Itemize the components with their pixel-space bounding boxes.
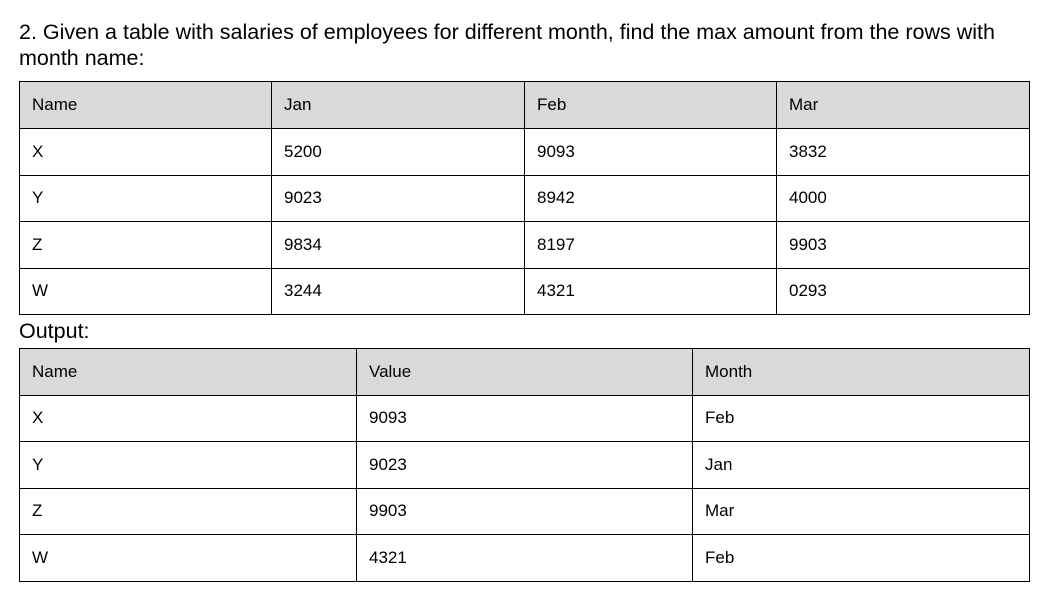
table-cell: 4000 [776,174,1030,222]
table-cell: Jan [692,441,1030,489]
table-cell: 9834 [271,221,525,269]
table-cell: 9023 [356,441,693,489]
table-row: Z 9834 8197 9903 [19,221,1030,269]
table-cell: Z [19,487,357,535]
column-header: Mar [776,81,1030,129]
table-header-row: Name Jan Feb Mar [19,81,1030,129]
table-cell: X [19,128,272,176]
table-cell: 3244 [271,267,525,315]
table-cell: 9023 [271,174,525,222]
table-cell: 8942 [524,174,777,222]
output-table: Name Value Month X 9093 Feb Y 9023 Jan Z… [19,348,1030,582]
column-header: Value [356,348,693,396]
table-cell: 9093 [524,128,777,176]
output-label: Output: [19,319,90,343]
table-cell: Feb [692,394,1030,442]
table-cell: Y [19,441,357,489]
table-cell: 3832 [776,128,1030,176]
column-header: Month [692,348,1030,396]
column-header: Feb [524,81,777,129]
table-cell: 5200 [271,128,525,176]
column-header: Name [19,81,272,129]
table-cell: Feb [692,534,1030,582]
question-text: 2. Given a table with salaries of employ… [19,20,995,70]
table-row: X 9093 Feb [19,394,1030,442]
table-cell: Z [19,221,272,269]
table-row: W 3244 4321 0293 [19,267,1030,315]
table-row: W 4321 Feb [19,534,1030,582]
column-header: Name [19,348,357,396]
table-cell: W [19,534,357,582]
table-cell: 8197 [524,221,777,269]
table-cell: 0293 [776,267,1030,315]
table-cell: 9903 [356,487,693,535]
table-cell: X [19,394,357,442]
table-cell: 4321 [356,534,693,582]
table-cell: 4321 [524,267,777,315]
column-header: Jan [271,81,525,129]
table-cell: W [19,267,272,315]
table-cell: 9903 [776,221,1030,269]
table-cell: 9093 [356,394,693,442]
table-row: X 5200 9093 3832 [19,128,1030,176]
table-header-row: Name Value Month [19,348,1030,396]
table-cell: Y [19,174,272,222]
salary-table: Name Jan Feb Mar X 5200 9093 3832 Y 9023… [19,81,1030,315]
table-row: Y 9023 8942 4000 [19,174,1030,222]
table-cell: Mar [692,487,1030,535]
table-row: Y 9023 Jan [19,441,1030,489]
table-row: Z 9903 Mar [19,487,1030,535]
